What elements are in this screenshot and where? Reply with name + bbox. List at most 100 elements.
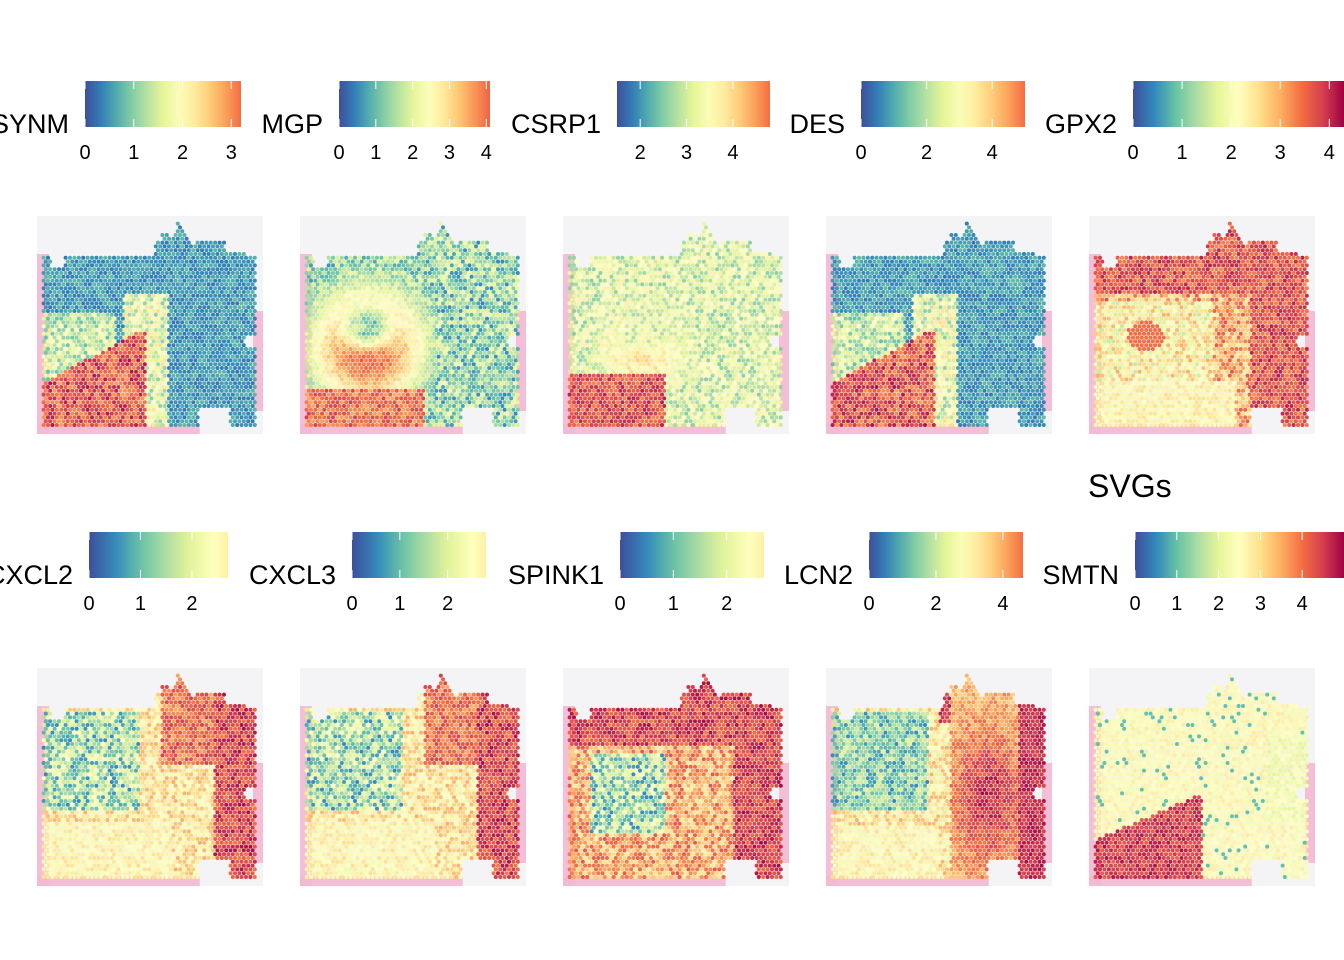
tissue-underlay [37, 424, 200, 434]
colorbar-synm [85, 81, 241, 127]
gene-label: LCN2 [784, 560, 853, 590]
tick-label: 2 [1226, 142, 1237, 164]
tick-label: 4 [987, 142, 998, 164]
tissue-underlay [516, 763, 526, 863]
tick-label: 2 [930, 593, 941, 615]
gene-label: SPINK1 [508, 560, 604, 590]
tick-label: 2 [1213, 593, 1224, 615]
colorbar-des [861, 81, 1025, 127]
legend-lcn2: LCN2 0 2 4 [784, 532, 1023, 615]
colorbar-cxcl2 [89, 532, 228, 578]
tissue-underlay [826, 424, 989, 434]
gene-label: SYNM [0, 109, 69, 139]
tissue-underlay [1305, 763, 1315, 863]
legend-spink1: SPINK1 0 1 2 [508, 532, 764, 615]
tick-label: 2 [635, 142, 646, 164]
tissue-underlay [779, 311, 789, 411]
tissue-underlay [253, 763, 263, 863]
colorbar-lcn2 [869, 532, 1023, 578]
tick-label: 4 [1324, 142, 1335, 164]
colorbar-gpx2 [1133, 81, 1344, 127]
tick-label: 4 [997, 593, 1008, 615]
spatial-panel-cxcl3 [300, 668, 526, 886]
panel-layer [37, 216, 1315, 886]
spots-cxcl3 [304, 673, 520, 879]
tick-label: 1 [394, 593, 405, 615]
tissue-underlay [1089, 876, 1252, 886]
tissue-underlay [1042, 763, 1052, 863]
spots-smtn [1093, 673, 1309, 879]
legend-csrp1: CSRP1 2 3 4 [511, 81, 770, 164]
colorbar-smtn [1135, 532, 1344, 578]
tick-label: 4 [481, 142, 492, 164]
tick-label: 3 [1275, 142, 1286, 164]
tick-label: 3 [681, 142, 692, 164]
gene-label: DES [789, 109, 845, 139]
tissue-underlay [779, 763, 789, 863]
tick-label: 2 [442, 593, 453, 615]
tissue-underlay [1042, 311, 1052, 411]
spatial-panel-lcn2 [826, 668, 1052, 886]
tick-label: 0 [346, 593, 357, 615]
spots-synm [41, 221, 257, 427]
spatial-panel-smtn [1089, 668, 1315, 886]
colorbar-cxcl3 [352, 532, 486, 578]
legend-synm: SYNM 0 1 2 3 [0, 81, 241, 164]
gene-label: CSRP1 [511, 109, 601, 139]
spots-csrp1 [567, 221, 783, 427]
tick-label: 3 [444, 142, 455, 164]
tick-label: 0 [1127, 142, 1138, 164]
tissue-underlay [1305, 311, 1315, 411]
spots-spink1 [567, 673, 783, 879]
spots-cxcl2 [41, 673, 257, 879]
legend-cxcl2: CXCL2 0 1 2 [0, 532, 228, 615]
tick-label: 1 [668, 593, 679, 615]
tick-label: 1 [1171, 593, 1182, 615]
group-title: SVGs [1088, 468, 1172, 504]
tick-label: 3 [1255, 593, 1266, 615]
spatial-panel-mgp [300, 216, 526, 434]
tissue-underlay [300, 424, 463, 434]
tissue-underlay [563, 876, 726, 886]
tick-label: 1 [128, 142, 139, 164]
tissue-underlay [516, 311, 526, 411]
legend-cxcl3: CXCL3 0 1 2 [249, 532, 486, 615]
tick-label: 0 [1129, 593, 1140, 615]
gene-label: CXCL3 [249, 560, 336, 590]
colorbar-mgp [339, 81, 490, 127]
spots-mgp [304, 221, 520, 427]
spots-lcn2 [830, 673, 1046, 879]
gene-label: GPX2 [1045, 109, 1117, 139]
spatial-panel-synm [37, 216, 263, 434]
gene-label: CXCL2 [0, 560, 73, 590]
tick-label: 0 [83, 593, 94, 615]
tick-label: 4 [727, 142, 738, 164]
spots-des [830, 221, 1046, 427]
colorbar-csrp1 [617, 81, 770, 127]
tick-label: 0 [333, 142, 344, 164]
tissue-underlay [300, 876, 463, 886]
tick-label: 0 [614, 593, 625, 615]
spots-gpx2 [1093, 221, 1309, 427]
tick-label: 2 [407, 142, 418, 164]
legend-des: DES 0 2 4 [789, 81, 1025, 164]
gene-label: MGP [261, 109, 323, 139]
tick-label: 2 [186, 593, 197, 615]
tissue-underlay [826, 876, 989, 886]
legend-layer: SYNM0123MGP01234CSRP1234DES024GPX201234C… [0, 81, 1344, 615]
tick-label: 2 [921, 142, 932, 164]
legend-gpx2: GPX2 0 1 2 3 4 [1045, 81, 1344, 164]
spatial-panel-des [826, 216, 1052, 434]
tick-label: 3 [226, 142, 237, 164]
tick-label: 0 [855, 142, 866, 164]
colorbar-spink1 [620, 532, 764, 578]
gene-label: SMTN [1043, 560, 1120, 590]
tick-label: 1 [370, 142, 381, 164]
legend-smtn: SMTN 0 1 2 3 4 [1043, 532, 1344, 615]
tick-label: 1 [1177, 142, 1188, 164]
tissue-underlay [37, 876, 200, 886]
spatial-panel-csrp1 [563, 216, 789, 434]
tick-label: 4 [1297, 593, 1308, 615]
tissue-underlay [563, 424, 726, 434]
